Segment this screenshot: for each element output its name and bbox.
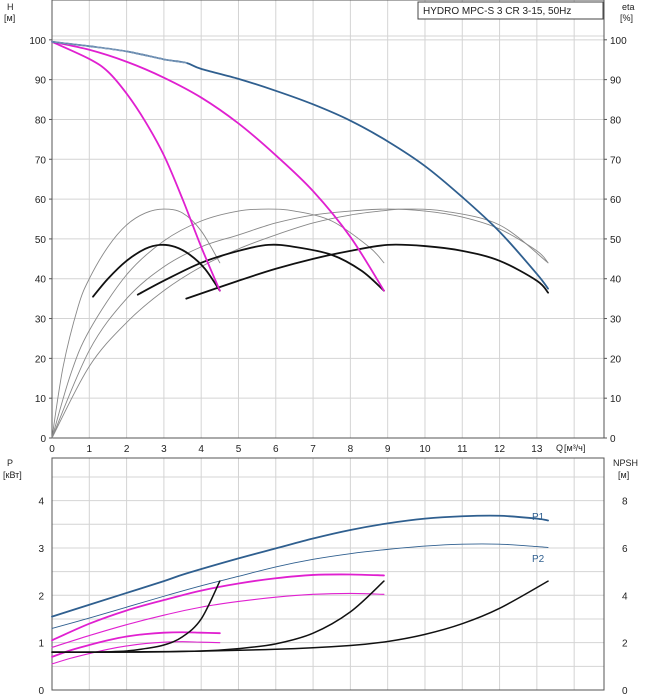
p-tick-label: 1: [38, 639, 44, 650]
x-axis-label-q: Q: [556, 443, 563, 453]
eta-thin-curve: [51, 208, 221, 439]
x-tick-label: 5: [236, 444, 242, 455]
eta-curve: [136, 243, 385, 296]
p-tick-label: 2: [38, 591, 44, 602]
y2-tick-label: 30: [610, 315, 622, 326]
x-tick-label: 12: [494, 444, 506, 455]
x-tick-label: 1: [87, 444, 93, 455]
x-tick-label: 4: [198, 444, 204, 455]
top-curves: [51, 40, 549, 439]
npsh-tick-label: 0: [622, 686, 628, 697]
series-label-p1: P1: [532, 512, 545, 523]
x-tick-label: 9: [385, 444, 391, 455]
series-label-p2: P2: [532, 554, 545, 565]
tick-labels: 0102030405060708090100010203040506070809…: [29, 36, 628, 697]
x-tick-label: 13: [531, 444, 543, 455]
h-partial-curve: [51, 40, 385, 292]
p-partial-curve: [51, 592, 385, 648]
y-tick-label: 0: [40, 434, 46, 445]
p2-curve: [51, 543, 549, 629]
y-tick-label: 50: [35, 235, 47, 246]
y-tick-label: 80: [35, 115, 47, 126]
y-axis-unit-h: [м]: [4, 13, 15, 23]
y-tick-label: 60: [35, 195, 47, 206]
y2-axis-unit-npsh: [м]: [618, 470, 629, 480]
x-tick-label: 2: [124, 444, 130, 455]
x-axis-unit-q: [м³/ч]: [564, 443, 585, 453]
eta-thin-curve: [51, 208, 549, 439]
y2-tick-label: 100: [610, 36, 627, 47]
y2-tick-label: 70: [610, 155, 622, 166]
y2-axis-unit-eta: [%]: [620, 13, 633, 23]
x-tick-label: 3: [161, 444, 167, 455]
h-curve-light-segment: [51, 41, 187, 64]
y2-axis-label-eta: eta: [622, 2, 635, 12]
npsh-tick-label: 8: [622, 497, 628, 508]
y-tick-label: 30: [35, 315, 47, 326]
y-axis-unit-p: [кВт]: [3, 470, 22, 480]
y2-tick-label: 40: [610, 275, 622, 286]
y-tick-label: 90: [35, 76, 47, 87]
y-tick-label: 10: [35, 394, 47, 405]
y2-tick-label: 80: [610, 115, 622, 126]
y2-axis-label-npsh: NPSH: [613, 458, 638, 468]
npsh-tick-label: 4: [622, 591, 628, 602]
y-tick-label: 40: [35, 275, 47, 286]
x-tick-label: 0: [49, 444, 55, 455]
p-partial-curve: [51, 631, 221, 658]
y-tick-label: 100: [29, 36, 46, 47]
chart-title: HYDRO MPC-S 3 CR 3-15, 50Hz: [423, 6, 571, 17]
y-axis-label-p: P: [7, 458, 13, 468]
p-tick-label: 3: [38, 544, 44, 555]
npsh-tick-label: 2: [622, 639, 628, 650]
eta-curve: [185, 243, 549, 300]
npsh-curve: [51, 580, 549, 653]
y2-tick-label: 10: [610, 394, 622, 405]
h-partial-curve: [51, 40, 221, 292]
p1-curve: [51, 514, 549, 618]
x-tick-label: 10: [419, 444, 431, 455]
y2-tick-label: 50: [610, 235, 622, 246]
x-tick-label: 7: [310, 444, 316, 455]
x-tick-label: 8: [348, 444, 354, 455]
y-tick-label: 70: [35, 155, 47, 166]
p-partial-curve: [51, 641, 221, 665]
y2-tick-label: 60: [610, 195, 622, 206]
y-tick-label: 20: [35, 354, 47, 365]
x-tick-label: 6: [273, 444, 279, 455]
top-grid: [51, 0, 605, 439]
bottom-curves: [51, 514, 549, 665]
y2-tick-label: 90: [610, 76, 622, 87]
y2-tick-label: 20: [610, 354, 622, 365]
top-plot-frame: [51, 0, 605, 439]
bottom-grid: [51, 457, 605, 691]
npsh-tick-label: 6: [622, 544, 628, 555]
y-axis-label-h: H: [7, 2, 14, 12]
p-partial-curve: [51, 573, 385, 642]
p-tick-label: 0: [38, 686, 44, 697]
eta-thin-curve: [51, 208, 385, 439]
x-tick-label: 11: [457, 444, 468, 455]
bottom-plot-frame: [51, 457, 605, 691]
y2-tick-label: 0: [610, 434, 616, 445]
p-tick-label: 4: [38, 497, 44, 508]
title-box: [417, 1, 604, 20]
eta-thin-curve: [51, 208, 549, 439]
